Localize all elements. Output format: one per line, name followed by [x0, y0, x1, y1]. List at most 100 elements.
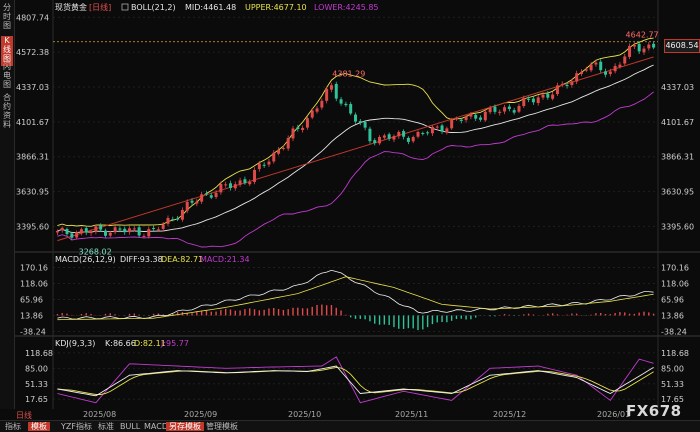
symbol-name: 现货黄金	[55, 2, 87, 12]
candle-body	[209, 195, 213, 198]
candle-body	[248, 182, 252, 185]
last-price-tag: 4608.54	[664, 39, 700, 53]
kdj-tick-label-right: 118.68	[661, 349, 689, 358]
candle-body	[373, 140, 377, 144]
candle-body	[555, 85, 559, 95]
x-tick-label: 2025/10	[288, 410, 322, 419]
candle-body	[512, 110, 516, 113]
candle-body	[281, 148, 285, 150]
tab-indicator[interactable]: 指标	[5, 422, 21, 431]
candle-body	[55, 230, 59, 233]
boll-lower: LOWER:4245.85	[314, 3, 379, 12]
kdj-tick-label: 85.00	[25, 364, 48, 373]
candle-body	[517, 105, 521, 112]
tab-bull[interactable]: BULL	[120, 422, 141, 431]
candle-body	[632, 44, 636, 47]
tab-standard[interactable]: 标准	[98, 422, 114, 431]
candle-body	[272, 152, 276, 162]
candle-body	[286, 138, 290, 149]
candle-body	[416, 131, 420, 137]
boll-upper: UPPER:4677.10	[245, 3, 307, 12]
candle-body	[185, 201, 189, 211]
candle-body	[358, 121, 362, 123]
price-annotation: 4381.29	[332, 69, 365, 78]
checkbox-icon[interactable]	[121, 3, 129, 11]
candle-body	[224, 184, 228, 186]
candle-body	[123, 228, 127, 233]
chart-marks: 4807.74 4572.38 4337.03 4101.67 3866.31 3630.…	[16, 13, 694, 404]
candle-body	[349, 104, 353, 114]
tab-macd[interactable]: MACD	[144, 422, 168, 431]
macd-diff: DIFF:93.38	[120, 255, 163, 264]
kdj-j-line	[57, 356, 654, 404]
candle-body	[137, 227, 141, 236]
candle-body	[382, 135, 386, 138]
price-tick-label-right: 3395.60	[661, 222, 694, 231]
candle-body	[565, 85, 569, 87]
candle-body	[541, 94, 545, 98]
sidebar: 分时图 K线图 闪电图 合约资料	[0, 0, 15, 409]
candle-body	[70, 233, 74, 238]
candle-body	[262, 164, 266, 166]
candle-body	[89, 231, 93, 234]
candle-body	[464, 116, 468, 121]
candle-body	[430, 126, 434, 134]
macd-tick-label: 65.96	[20, 295, 43, 304]
price-tick-label: 3395.60	[16, 222, 49, 231]
candle-body	[65, 229, 69, 235]
kdj-j: J:95.77	[160, 339, 189, 348]
candle-body	[469, 113, 473, 117]
price-tick-label: 3630.95	[16, 188, 49, 197]
price-annotation: 4642.77	[626, 31, 659, 40]
x-tick-label: 2025/09	[184, 410, 218, 419]
price-tick-label: 3866.31	[16, 153, 49, 162]
tab-template[interactable]: 模板	[28, 422, 50, 431]
candle-body	[527, 98, 531, 100]
sidebar-tab-timeshare[interactable]: 分时图	[3, 3, 11, 30]
price-tick-label-right: 3630.95	[661, 188, 694, 197]
candle-body	[108, 232, 112, 236]
candle-body	[531, 98, 535, 103]
candle-body	[334, 83, 338, 99]
x-tick-label: 2026/01	[597, 410, 631, 419]
candle-body	[445, 128, 449, 133]
kdj-k: K:86.66	[105, 339, 136, 348]
price-tick-label: 4572.38	[16, 48, 49, 57]
candle-body	[479, 117, 482, 120]
candle-body	[180, 209, 184, 220]
kdj-label: KDJ(9,3,3)	[55, 339, 95, 348]
candle-body	[637, 43, 641, 52]
candle-body	[594, 62, 598, 65]
sidebar-tab-flash[interactable]: 闪电图	[3, 62, 11, 89]
kdj-tick-label: 17.65	[25, 395, 48, 404]
candle-body	[493, 106, 497, 112]
kdj-tick-label-right: 17.65	[661, 395, 684, 404]
period-label: [日线]	[89, 2, 111, 12]
candle-body	[608, 71, 612, 75]
kdj-d-line	[57, 366, 654, 395]
tab-manage-template[interactable]: 管理模板	[206, 422, 238, 431]
macd-tick-label: 118.06	[20, 279, 48, 288]
candle-body	[118, 228, 122, 230]
candle-body	[378, 136, 382, 144]
candle-body	[79, 229, 83, 234]
sidebar-tab-kline[interactable]: K线图	[1, 36, 13, 66]
sidebar-tab-contract-info[interactable]: 合约资料	[3, 93, 11, 129]
candle-body	[402, 131, 406, 137]
candle-body	[204, 193, 208, 195]
candle-body	[233, 184, 237, 189]
candle-body	[296, 127, 300, 130]
boll-upper-line	[57, 37, 654, 227]
candle-body	[652, 43, 656, 48]
candle-body	[507, 106, 511, 109]
macd-diff-line	[57, 269, 654, 320]
chart-area[interactable]: 现货黄金 [日线] BOLL(21,2) MID:4461.48 UPPER:4…	[15, 0, 700, 409]
macd-tick-label: -38.24	[20, 327, 46, 336]
tab-yzf-indicator[interactable]: YZF指标	[61, 422, 92, 431]
tab-save-template[interactable]: 另存模板	[166, 422, 204, 431]
chart-svg[interactable]: 现货黄金 [日线] BOLL(21,2) MID:4461.48 UPPER:4…	[15, 0, 700, 409]
candle-body	[84, 228, 88, 233]
macd-tick-label-right: 65.96	[661, 295, 684, 304]
kdj-tick-label: 51.33	[25, 380, 48, 389]
candle-body	[604, 71, 608, 75]
